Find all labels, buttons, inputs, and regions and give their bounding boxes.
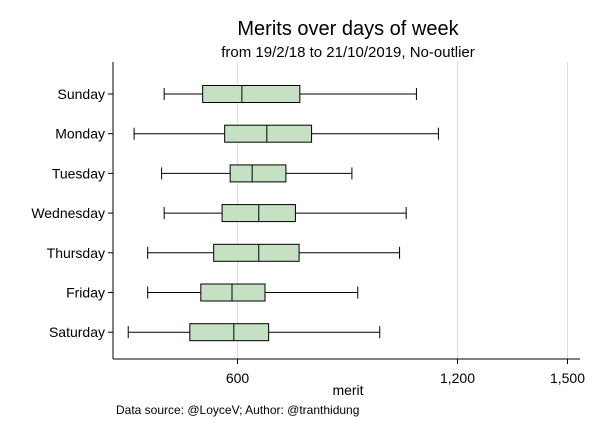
y-tick-label-thursday: Thursday bbox=[47, 245, 105, 261]
x-axis-label: merit bbox=[332, 382, 363, 398]
y-tick-label-friday: Friday bbox=[66, 285, 105, 301]
box-sunday bbox=[163, 85, 417, 103]
x-tick-labels: 600 1,200 1,500 bbox=[226, 359, 585, 386]
iqr-box-tuesday bbox=[229, 164, 287, 183]
chart-subtitle: from 19/2/18 to 21/10/2019, No-outlier bbox=[221, 44, 475, 61]
x-tick-label-600: 600 bbox=[226, 370, 250, 386]
box-tuesday bbox=[161, 164, 353, 183]
iqr-box-friday bbox=[200, 283, 266, 302]
boxplot-series bbox=[127, 85, 439, 342]
y-tick-label-sunday: Sunday bbox=[58, 86, 105, 102]
box-friday bbox=[147, 283, 359, 302]
footer-source: Data source: @LoyceV; Author: @tranthidu… bbox=[116, 403, 359, 417]
y-tick-labels: Sunday Monday Tuesday Wednesday Thursday Frid… bbox=[31, 86, 113, 340]
box-monday bbox=[133, 124, 439, 143]
y-tick-label-monday: Monday bbox=[55, 126, 105, 142]
iqr-box-saturday bbox=[189, 323, 270, 342]
iqr-box-thursday bbox=[213, 243, 300, 262]
y-tick-label-tuesday: Tuesday bbox=[52, 165, 105, 181]
box-thursday bbox=[147, 243, 401, 262]
y-tick-label-saturday: Saturday bbox=[49, 324, 105, 340]
iqr-box-sunday bbox=[202, 85, 301, 103]
box-saturday bbox=[127, 323, 381, 342]
box-wednesday bbox=[163, 204, 407, 223]
x-tick-label-1200: 1,200 bbox=[440, 370, 475, 386]
iqr-box-monday bbox=[224, 124, 313, 143]
y-tick-label-wednesday: Wednesday bbox=[31, 205, 105, 221]
x-tick-label-1500: 1,500 bbox=[550, 370, 585, 386]
chart-title: Merits over days of week bbox=[237, 18, 459, 40]
